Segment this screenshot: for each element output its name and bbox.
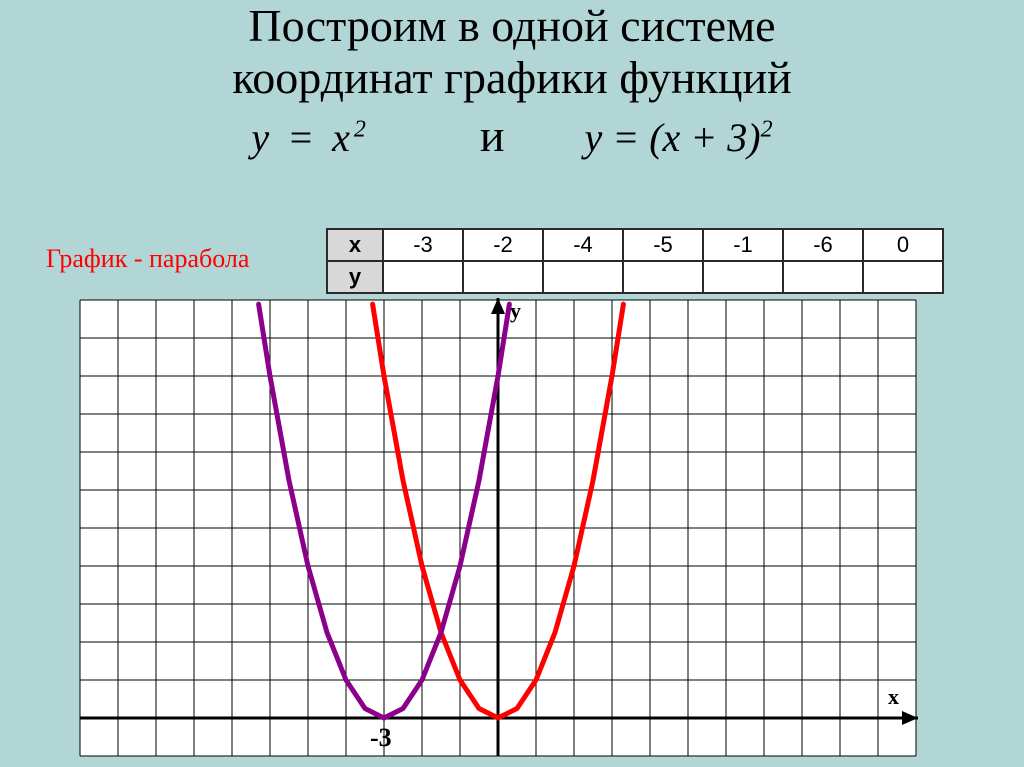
- chart: y x -3: [76, 296, 920, 766]
- heading: Построим в одной системе координат графи…: [0, 0, 1024, 103]
- formula-row: y = x2 и y = (x + 3)2: [0, 109, 1024, 162]
- formula-left: y = x2: [251, 115, 370, 160]
- formula-right: y = (x + 3)2: [584, 115, 772, 160]
- graph-label: График - парабола: [46, 244, 249, 274]
- table-cell: [703, 261, 783, 293]
- table-cell: -5: [623, 229, 703, 261]
- slide: Построим в одной системе координат графи…: [0, 0, 1024, 767]
- table-cell: -1: [703, 229, 783, 261]
- table-row: x-3-2-4-5-1-60: [327, 229, 943, 261]
- table-cell: 0: [863, 229, 943, 261]
- table-row-header: x: [327, 229, 383, 261]
- table-cell: -2: [463, 229, 543, 261]
- svg-text:y: y: [510, 298, 521, 323]
- table-cell: [783, 261, 863, 293]
- svg-text:-3: -3: [370, 723, 392, 752]
- table-cell: [863, 261, 943, 293]
- table-cell: -6: [783, 229, 863, 261]
- table-cell: -4: [543, 229, 623, 261]
- formula-and: и: [480, 110, 505, 161]
- data-table: x-3-2-4-5-1-60y: [326, 228, 944, 294]
- svg-text:x: x: [888, 684, 899, 709]
- heading-line-1: Построим в одной системе: [0, 0, 1024, 52]
- table-row-header: y: [327, 261, 383, 293]
- table-cell: [543, 261, 623, 293]
- table-row: y: [327, 261, 943, 293]
- heading-line-2: координат графики функций: [0, 52, 1024, 104]
- table-cell: -3: [383, 229, 463, 261]
- table-cell: [383, 261, 463, 293]
- table-cell: [463, 261, 543, 293]
- table-cell: [623, 261, 703, 293]
